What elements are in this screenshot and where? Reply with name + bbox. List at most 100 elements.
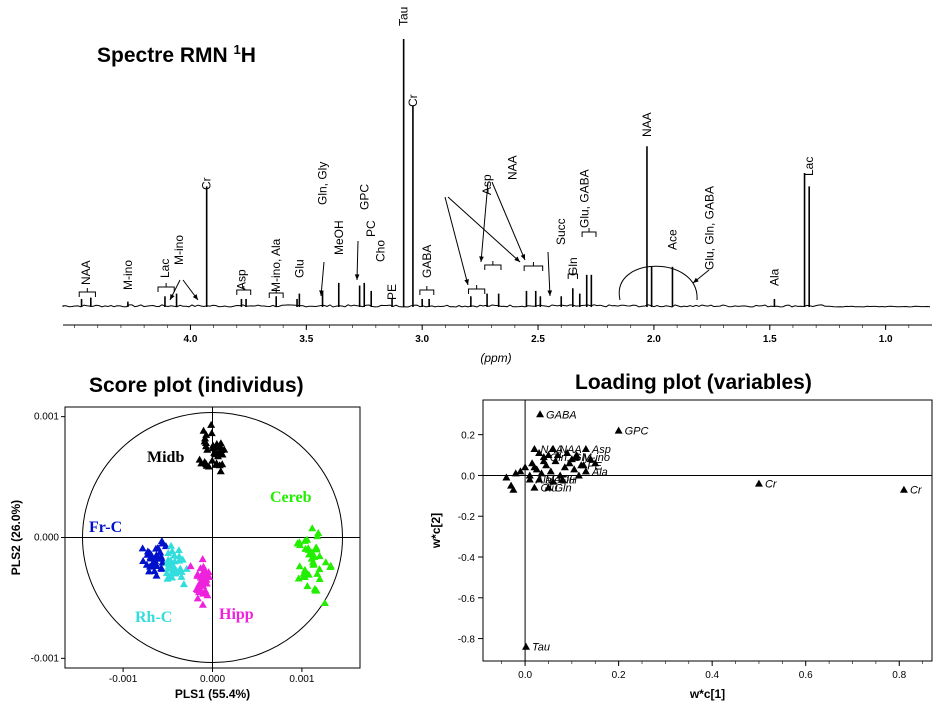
score-point-midb (204, 462, 213, 470)
loading-y-tick-label: -0.4 (458, 553, 476, 564)
spectrum-annotation-label: Succ (554, 218, 568, 245)
score-x-tick-label: 0.001 (289, 674, 314, 685)
loading-point (530, 463, 539, 471)
loading-x-axis-label: w*c[1] (689, 687, 725, 701)
score-point-rh-c (175, 556, 184, 564)
spectrum-region-arc (618, 265, 698, 301)
spectrum-annotation-label: PC (364, 220, 378, 237)
spectrum-bracket (468, 285, 486, 294)
spectrum-annotation-label: GPC (357, 184, 371, 210)
score-point-fr-c (153, 543, 162, 551)
score-point-fr-c (157, 564, 166, 572)
score-point-midb (202, 438, 211, 446)
spectrum-annotation-label: NAA (640, 112, 654, 137)
spectrum-annotation-label: Glu (292, 259, 306, 278)
spectrum-annotation-label: Lac (158, 259, 172, 278)
score-point-fr-c (158, 558, 167, 566)
spectrum-annotation-label: Tau (397, 7, 411, 26)
loading-plot-title: Loading plot (variables) (575, 371, 812, 394)
score-point-fr-c (156, 548, 165, 556)
score-point-cereb (320, 598, 329, 606)
score-point-hipp (199, 589, 208, 597)
score-point-fr-c (152, 571, 161, 579)
loading-point (539, 453, 548, 461)
loading-point (591, 459, 600, 467)
score-point-midb (216, 467, 225, 475)
spectrum-annotation-label: Cho (373, 240, 387, 262)
loading-point (553, 451, 562, 459)
spectrum-arrowhead (693, 277, 699, 283)
loading-point (551, 457, 560, 465)
score-point-cereb (310, 552, 319, 560)
score-point-midb (218, 460, 227, 468)
loading-y-tick-label: -0.6 (458, 594, 476, 605)
score-point-cereb (299, 572, 308, 580)
score-point-cereb (303, 582, 312, 590)
loading-point-label: Ala (591, 466, 608, 478)
score-group-label: Hipp (219, 606, 254, 623)
loading-y-tick-label: 0.2 (461, 431, 475, 442)
loading-x-tick-label: 0.2 (612, 670, 626, 681)
loading-x-tick-label: 0.8 (892, 670, 906, 681)
spectrum-annotation-label: Cr (200, 177, 214, 190)
spectrum-bracket (157, 283, 175, 292)
score-point-cereb (326, 561, 335, 569)
loading-point (521, 463, 530, 471)
loading-point (536, 410, 545, 418)
loading-x-tick-label: 0.0 (518, 670, 532, 681)
score-point-rh-c (182, 564, 191, 572)
score-point-cereb (313, 569, 322, 577)
spectrum-x-tick-label: 1.0 (879, 334, 893, 345)
spectrum-arrow (480, 181, 489, 263)
spectrum-annotation-label: Lac (802, 157, 816, 176)
score-point-midb (195, 455, 204, 463)
spectrum-annotation-label: NAA (79, 260, 93, 285)
score-point-rh-c (168, 547, 177, 555)
spectrum-arrowhead (514, 256, 520, 262)
spectrum-annotation-label: GABA (420, 245, 434, 278)
loading-point-label: PE (587, 460, 602, 472)
loading-y-tick-label: -0.8 (458, 635, 476, 646)
score-point-rh-c (172, 566, 181, 574)
loading-x-tick-label: 0.6 (799, 670, 813, 681)
score-point-hipp (193, 586, 202, 594)
score-y-tick-label: 0.001 (34, 412, 59, 423)
score-point-cereb (301, 544, 310, 552)
score-point-rh-c (177, 572, 186, 580)
score-point-hipp (198, 555, 207, 563)
score-point-rh-c (166, 573, 175, 581)
score-group-label: Midb (147, 449, 184, 466)
score-point-cereb (300, 565, 309, 573)
loading-point (581, 467, 590, 475)
loading-point-label: Cr (910, 485, 923, 497)
loading-point (522, 642, 531, 650)
spectrum-annotation-label: Ace (665, 229, 679, 250)
score-point-hipp (200, 570, 209, 578)
score-point-cereb (315, 574, 324, 582)
spectrum-bracket (581, 228, 597, 237)
spectrum-annotation-label: Asp (234, 269, 248, 290)
loading-point (565, 459, 574, 467)
loading-y-tick-label: 0.0 (461, 471, 475, 482)
loading-y-tick-label: -0.2 (458, 512, 476, 523)
loading-point (525, 475, 534, 483)
spectrum-annotation-label: Cr (406, 94, 420, 107)
score-point-midb (208, 456, 217, 464)
score-point-fr-c (138, 544, 147, 552)
score-group-label: Cereb (270, 489, 312, 506)
spectrum-annotation-label: M-ino (121, 260, 135, 290)
score-x-axis-label: PLS1 (55.4%) (175, 687, 250, 701)
loading-point-label: Asp (591, 444, 611, 456)
score-point-midb (197, 459, 206, 467)
loading-point (581, 444, 590, 452)
spectrum-bracket (567, 270, 578, 279)
score-point-cereb (315, 565, 324, 573)
spectrum-arrow (320, 261, 325, 297)
spectrum-x-tick-label: 4.0 (184, 334, 198, 345)
loading-point (549, 477, 558, 485)
score-x-tick-label: 0.000 (200, 674, 225, 685)
score-point-rh-c (164, 549, 173, 557)
score-point-cereb (295, 541, 304, 549)
